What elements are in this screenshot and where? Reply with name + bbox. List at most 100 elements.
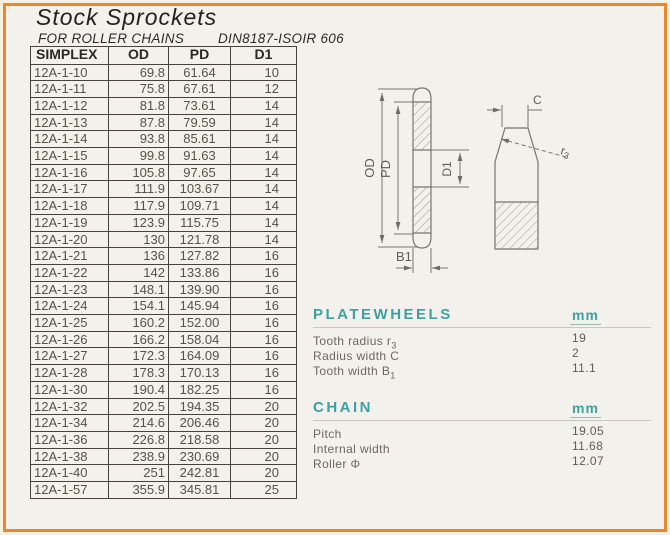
table-cell: 12A-1-28 (30, 364, 109, 382)
table-cell: 12A-1-19 (30, 213, 109, 232)
spec-row-roller: Roller Φ 12.07 (313, 454, 605, 471)
spec-value: 11.68 (572, 439, 604, 453)
table-row: 12A-1-16 105.8 97.65 14 (30, 163, 297, 182)
table-cell: 103.67 (168, 180, 231, 199)
table-cell: 14 (230, 96, 297, 115)
table-cell: 178.3 (108, 364, 169, 382)
table-cell: 164.09 (168, 347, 231, 366)
table-row: 12A-1-19 123.9 115.75 14 (30, 213, 297, 232)
table-cell: 251 (108, 464, 169, 483)
spec-row-pitch: Pitch 19.05 (313, 424, 605, 441)
table-cell: 16 (230, 297, 297, 316)
table-cell: 117.9 (108, 197, 169, 215)
table-cell: 12A-1-57 (30, 481, 109, 499)
table-cell: 14 (230, 163, 297, 182)
table-cell: 20 (230, 414, 297, 432)
label-b1: B1 (396, 249, 412, 264)
spec-row-tooth-width: Tooth width B1 11.1 (313, 361, 597, 381)
table-cell: 121.78 (168, 230, 231, 249)
table-row: 12A-1-26 166.2 158.04 16 (30, 330, 297, 349)
table-cell: 172.3 (108, 347, 169, 366)
table-row: 12A-1-30 190.4 182.25 16 (30, 380, 297, 399)
table-cell: 238.9 (108, 447, 169, 466)
table-cell: 148.1 (108, 280, 169, 299)
col-header-d1: D1 (230, 46, 297, 65)
subtitle-standard: DIN8187-ISOIR 606 (218, 31, 344, 46)
table-cell: 14 (230, 230, 297, 249)
table-cell: 136 (108, 247, 169, 265)
dimension-lines-left (378, 88, 469, 273)
table-cell: 12A-1-21 (30, 247, 109, 265)
table-cell: 16 (230, 347, 297, 366)
table-row: 12A-1-12 81.8 73.61 14 (30, 96, 297, 115)
label-d1: D1 (440, 161, 454, 177)
table-cell: 14 (230, 180, 297, 199)
table-cell: 170.13 (168, 364, 231, 382)
table-cell: 12A-1-20 (30, 230, 109, 249)
table-cell: 105.8 (108, 163, 169, 182)
tooth-section-view (494, 127, 539, 250)
table-cell: 230.69 (168, 447, 231, 466)
table-cell: 12A-1-38 (30, 447, 109, 466)
table-cell: 115.75 (168, 213, 231, 232)
table-cell: 127.82 (168, 247, 231, 265)
table-cell: 139.90 (168, 280, 231, 299)
table-cell: 12A-1-10 (30, 63, 109, 82)
table-cell: 79.59 (168, 113, 231, 132)
chain-section: CHAIN mm Pitch 19.05 Internal width 11.6… (313, 399, 651, 472)
table-cell: 16 (230, 263, 297, 282)
table-cell: 12A-1-30 (30, 380, 109, 399)
col-header-simplex: SIMPLEX (30, 46, 109, 65)
table-cell: 16 (230, 247, 297, 265)
table-cell: 12A-1-18 (30, 197, 109, 215)
table-cell: 14 (230, 130, 297, 149)
table-cell: 73.61 (168, 96, 231, 115)
table-cell: 12A-1-23 (30, 280, 109, 299)
table-cell: 145.94 (168, 297, 231, 316)
table-cell: 20 (230, 447, 297, 466)
table-row: 12A-1-14 93.8 85.61 14 (30, 130, 297, 149)
table-row: 12A-1-10 69.8 61.64 10 (30, 63, 297, 82)
table-cell: 206.46 (168, 414, 231, 432)
table-cell: 142 (108, 263, 169, 282)
table-row: 12A-1-28 178.3 170.13 16 (30, 364, 297, 382)
table-cell: 123.9 (108, 213, 169, 232)
table-row: 12A-1-24 154.1 145.94 16 (30, 297, 297, 316)
spec-value: 12.07 (572, 454, 605, 468)
sprocket-table-body: 12A-1-10 69.8 61.64 10 12A-1-11 75.8 67.61 12 12… (30, 63, 297, 499)
spec-value: 19.05 (572, 424, 605, 438)
table-cell: 99.8 (108, 147, 169, 165)
table-cell: 226.8 (108, 430, 169, 449)
table-cell: 16 (230, 280, 297, 299)
table-cell: 130 (108, 230, 169, 249)
table-cell: 87.8 (108, 113, 169, 132)
table-row: 12A-1-34 214.6 206.46 20 (30, 414, 297, 432)
table-cell: 12A-1-11 (30, 80, 109, 98)
table-cell: 16 (230, 314, 297, 332)
subtitle: FOR ROLLER CHAINS DIN8187-ISOIR 606 (38, 31, 398, 46)
table-cell: 97.65 (168, 163, 231, 182)
page-title: Stock Sprockets (36, 4, 218, 30)
table-cell: 14 (230, 197, 297, 215)
table-cell: 14 (230, 113, 297, 132)
table-cell: 214.6 (108, 414, 169, 432)
table-row: 12A-1-15 99.8 91.63 14 (30, 147, 297, 165)
platewheels-section: PLATEWHEELS mm Tooth radius r3 19 Radius… (313, 306, 651, 381)
spec-value: 19 (572, 331, 587, 345)
table-row: 12A-1-23 148.1 139.90 16 (30, 280, 297, 299)
table-cell: 16 (230, 330, 297, 349)
table-row: 12A-1-38 238.9 230.69 20 (30, 447, 297, 466)
table-row: 12A-1-13 87.8 79.59 14 (30, 113, 297, 132)
spec-value: 11.1 (572, 361, 597, 375)
table-row: 12A-1-36 226.8 218.58 20 (30, 430, 297, 449)
table-cell: 16 (230, 364, 297, 382)
table-cell: 12A-1-34 (30, 414, 109, 432)
table-cell: 133.86 (168, 263, 231, 282)
table-cell: 25 (230, 481, 297, 499)
table-cell: 12A-1-16 (30, 163, 109, 182)
table-cell: 166.2 (108, 330, 169, 349)
table-row: 12A-1-57 355.9 345.81 25 (30, 481, 297, 499)
table-cell: 218.58 (168, 430, 231, 449)
table-cell: 12A-1-27 (30, 347, 109, 366)
table-row: 12A-1-25 160.2 152.00 16 (30, 314, 297, 332)
